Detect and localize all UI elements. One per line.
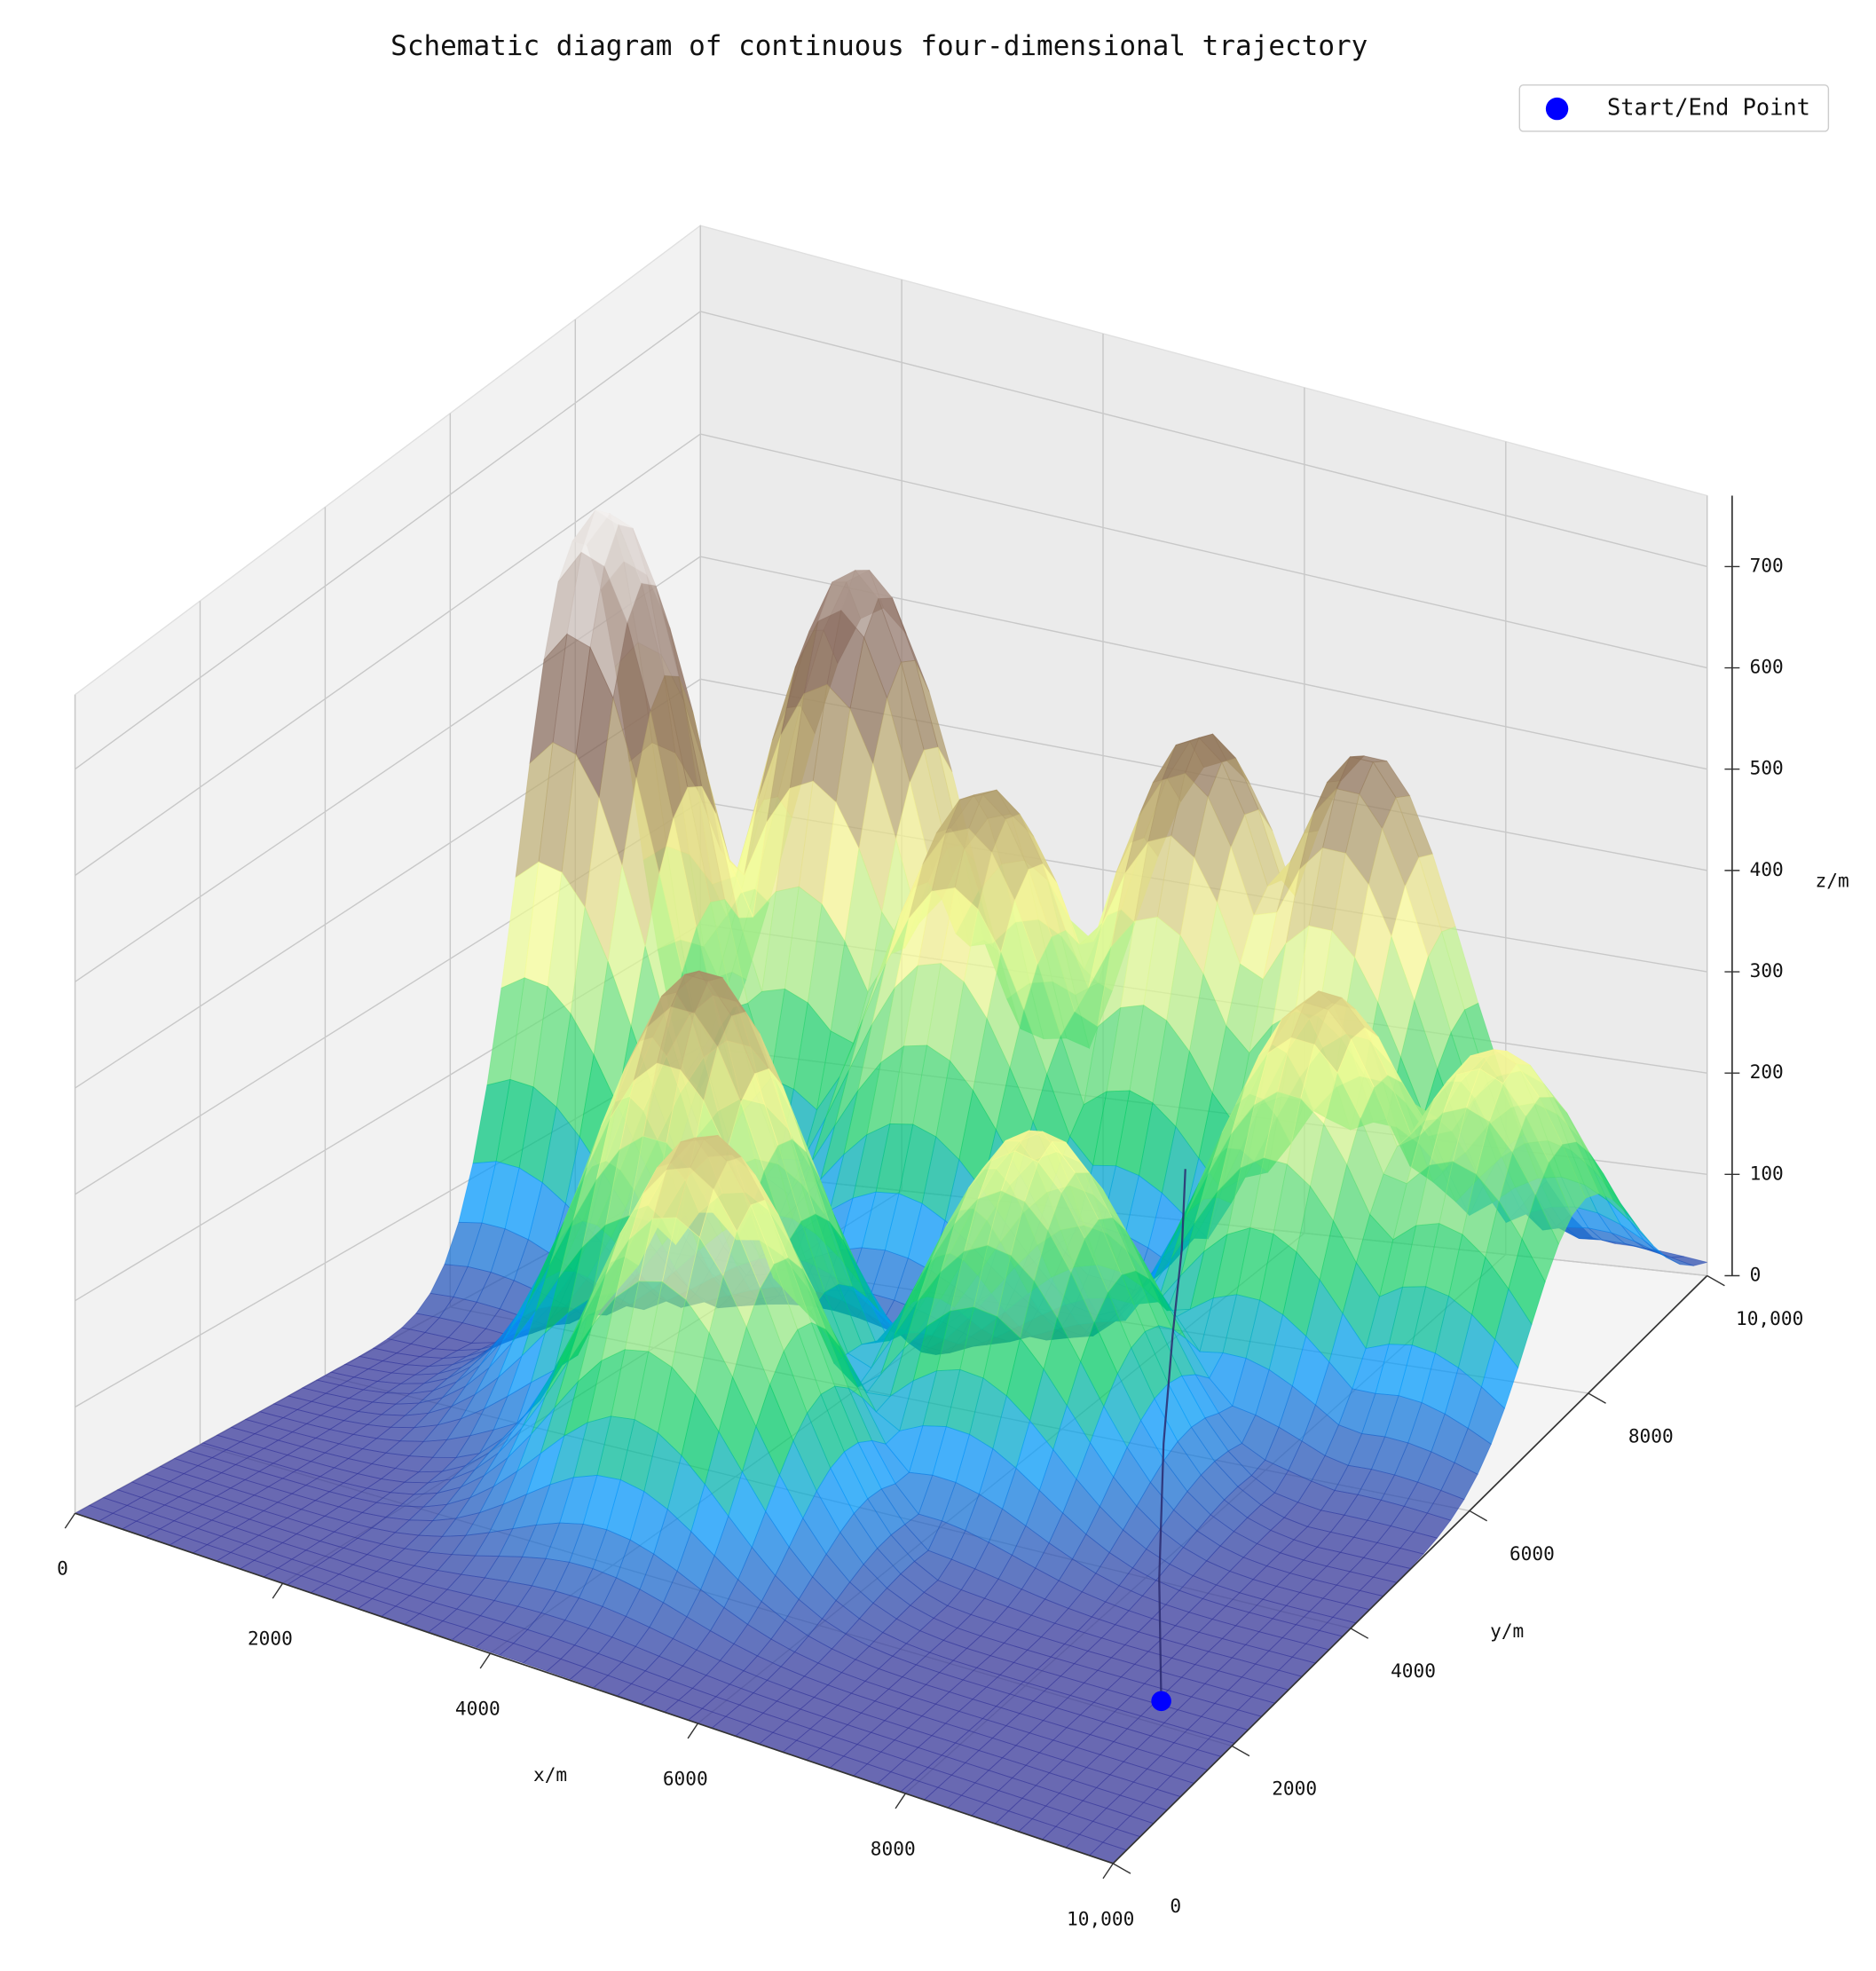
y-tick-label: 2000 [1272, 1778, 1317, 1800]
trajectory [1158, 1169, 1186, 1701]
x-tick [272, 1582, 284, 1599]
x-tick-label: 8000 [871, 1837, 916, 1859]
x-tick [64, 1512, 76, 1529]
x-tick [1102, 1863, 1114, 1880]
y-tick [1231, 1745, 1250, 1757]
x-tick-label: 6000 [663, 1767, 708, 1789]
y-tick [1707, 1274, 1725, 1287]
grid-line [75, 433, 701, 877]
x-tick [479, 1652, 492, 1669]
axis-line [1112, 1274, 1708, 1865]
y-tick-label: 8000 [1628, 1424, 1674, 1447]
y-tick-label: 6000 [1509, 1542, 1555, 1565]
x-tick-label: 0 [57, 1557, 68, 1580]
x-axis-label: x/m [533, 1763, 567, 1786]
plot: Schematic diagram of continuous four-dim… [57, 30, 1849, 1929]
start-end-point [1151, 1691, 1171, 1712]
y-tick-label: 4000 [1391, 1660, 1436, 1682]
z-tick-label: 600 [1750, 656, 1784, 678]
x-tick-label: 2000 [248, 1628, 293, 1650]
y-tick [1350, 1628, 1369, 1639]
y-tick [1588, 1392, 1606, 1404]
x-tick [687, 1723, 698, 1739]
z-tick-label: 500 [1750, 757, 1784, 779]
y-axis-label: y/m [1490, 1620, 1524, 1642]
z-tick-label: 700 [1750, 554, 1784, 576]
x-tick-label: 10,000 [1067, 1907, 1134, 1929]
z-tick-label: 400 [1750, 858, 1784, 880]
grid-line [700, 311, 1707, 568]
chart-title: Schematic diagram of continuous four-dim… [390, 30, 1368, 62]
legend-frame [1518, 84, 1830, 132]
legend-marker [1545, 97, 1569, 121]
z-axis-label: z/m [1816, 870, 1849, 892]
z-tick-label: 300 [1750, 959, 1784, 982]
x-tick [895, 1793, 906, 1809]
axis-line [75, 1512, 1114, 1865]
legend-label: Start/End Point [1607, 94, 1810, 121]
z-tick-label: 100 [1750, 1162, 1784, 1184]
grid-line [75, 311, 701, 770]
y-tick-label: 10,000 [1736, 1307, 1803, 1329]
z-tick-label: 200 [1750, 1060, 1784, 1083]
x-tick-label: 4000 [455, 1698, 501, 1720]
y-tick-label: 0 [1170, 1895, 1181, 1917]
y-tick [1469, 1510, 1488, 1522]
legend: Start/End Point [1518, 84, 1830, 132]
surface [74, 509, 1707, 1865]
y-tick [1112, 1863, 1131, 1874]
z-tick-label: 0 [1750, 1263, 1762, 1285]
grid-line [700, 433, 1707, 669]
